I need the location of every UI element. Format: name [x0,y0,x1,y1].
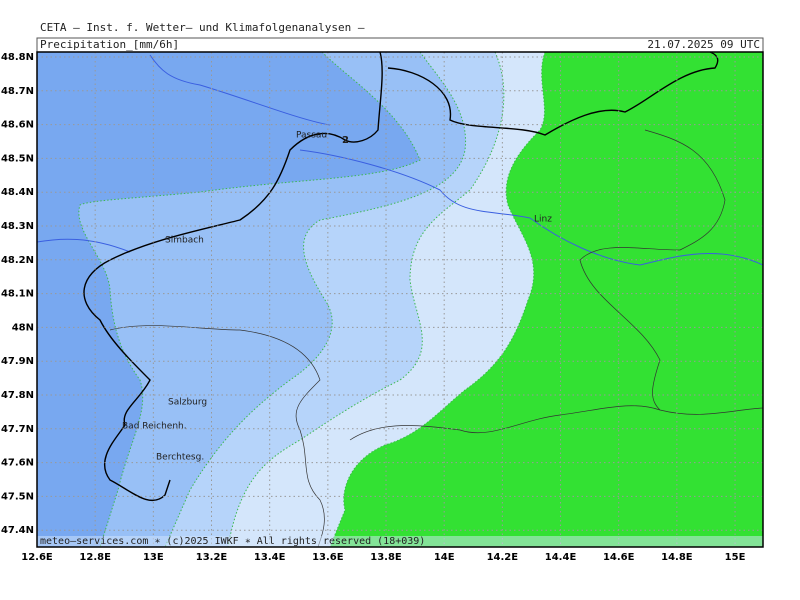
y-tick-label: 48.5N [1,153,34,164]
x-tick-label: 13.4E [254,552,286,563]
place-label: Salzburg [168,398,207,408]
x-tick-label: 15E [725,552,746,563]
x-tick-label: 12.6E [21,552,53,563]
place-label: Linz [534,215,552,225]
y-tick-label: 48.8N [1,52,34,63]
border [387,51,719,136]
y-tick-label: 48.6N [1,120,34,131]
precip-band [329,51,764,548]
y-tick-label: 47.7N [1,424,34,435]
x-tick-label: 12.8E [79,552,111,563]
x-tick-label: 14.4E [545,552,577,563]
footer-band [37,536,763,547]
region-border [349,405,764,441]
x-tick-label: 13.2E [196,552,228,563]
place-label: Simbach [165,236,204,246]
place-label: Berchtesg. [156,453,204,463]
y-tick-label: 47.8N [1,390,34,401]
x-tick-label: 13E [143,552,164,563]
x-tick-label: 13.6E [312,552,344,563]
parameter: Precipitation_[mm/6h] [40,38,179,51]
y-tick-label: 47.6N [1,458,34,469]
grid [37,52,763,547]
x-tick-label: 13.8E [370,552,402,563]
datetime: 21.07.2025 09 UTC [647,38,760,51]
y-tick-label: 48.7N [1,86,34,97]
footer: meteo—services.com ∗ (c)2025 IWKF ∗ All … [40,536,425,547]
place-label: Bad Reichenh. [122,422,187,432]
x-tick-label: 14E [434,552,455,563]
x-tick-label: 14.6E [603,552,635,563]
river [149,54,331,126]
y-tick-label: 48.4N [1,187,34,198]
y-tick-label: 48.2N [1,255,34,266]
region-border [109,325,325,548]
region-border [579,129,726,411]
map-title: CETA — Inst. f. Wetter— und Klimafolgena… [40,21,365,34]
y-tick-label: 48N [12,322,34,333]
x-tick-label: 14.8E [661,552,693,563]
river [36,149,764,266]
map-frame [36,51,764,548]
y-tick-label: 47.4N [1,525,34,536]
place-label: Passau [296,131,327,141]
y-tick-label: 47.9N [1,356,34,367]
contour-label: 2 [342,135,349,146]
y-tick-label: 48.3N [1,221,34,232]
y-tick-label: 47.5N [1,491,34,502]
y-tick-label: 48.1N [1,289,34,300]
x-tick-label: 14.2E [487,552,519,563]
precip-field [37,51,764,548]
